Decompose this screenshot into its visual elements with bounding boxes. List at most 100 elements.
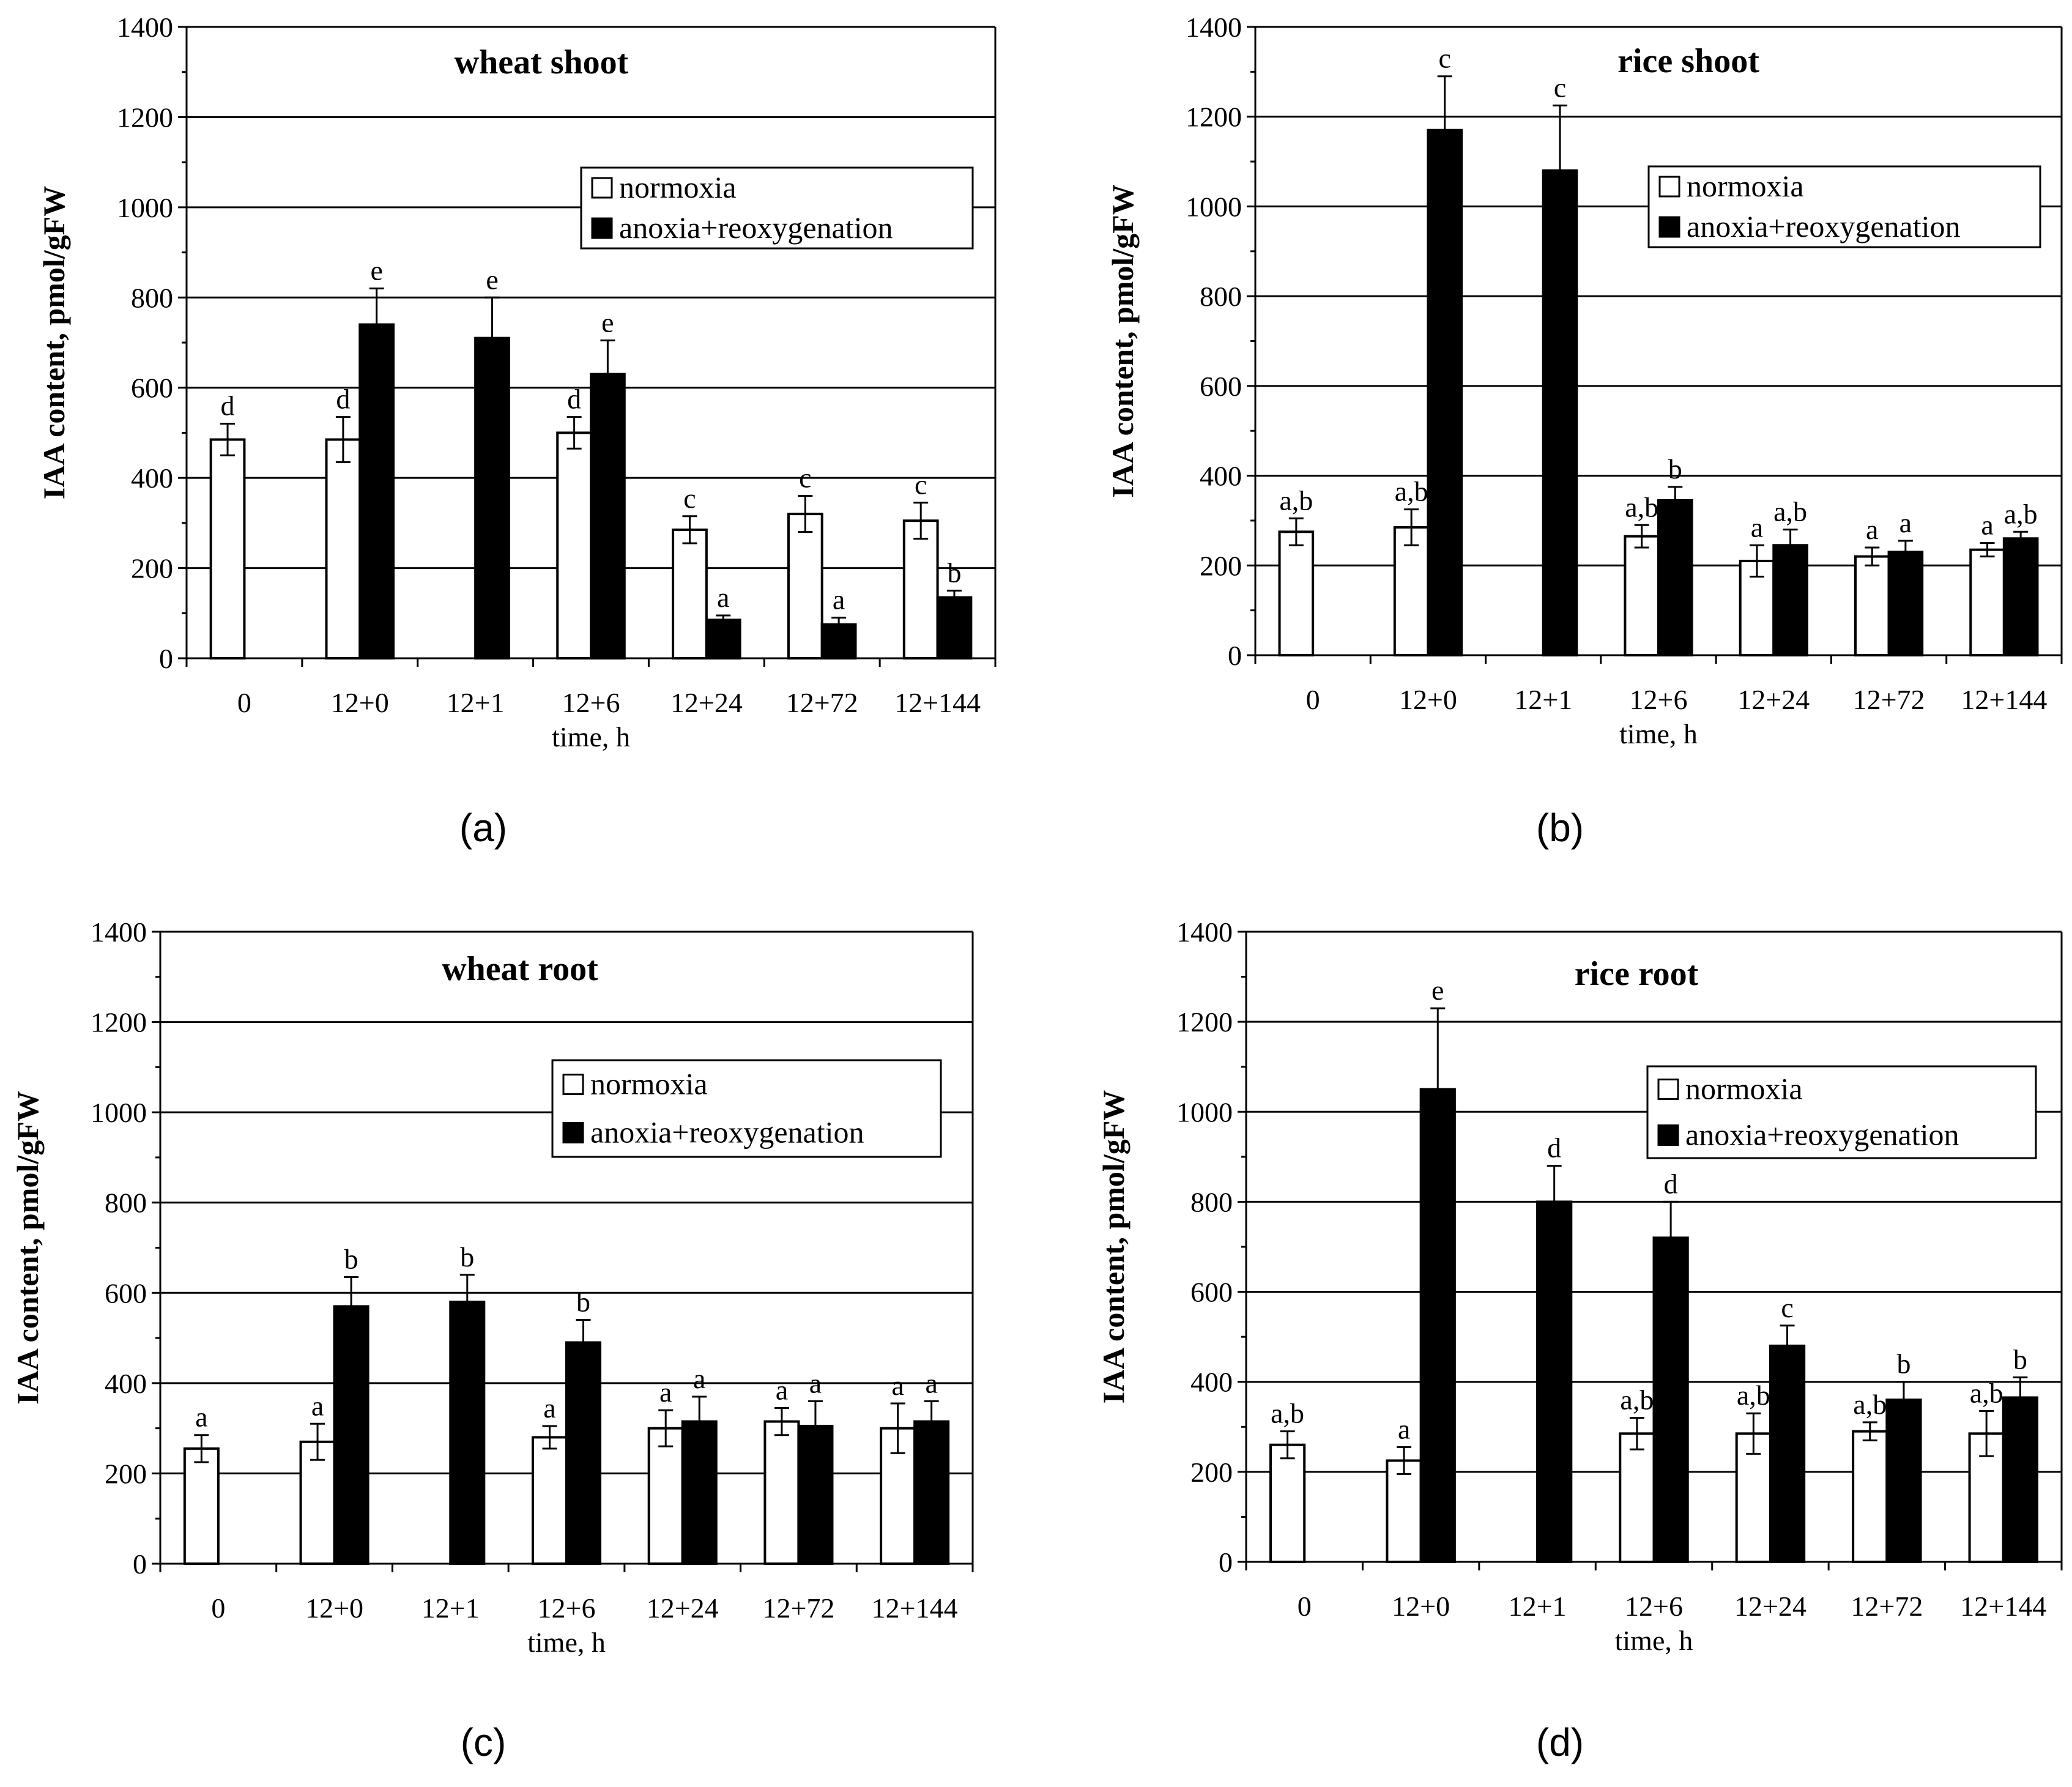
legend-swatch-normoxia [1657, 1079, 1679, 1100]
bar-normoxia [1624, 535, 1660, 656]
y-tick-label: 1400 [1176, 916, 1233, 948]
x-tick-label: 12+0 [305, 1592, 363, 1624]
bar-normoxia [902, 519, 939, 660]
x-tick-label: 0 [237, 687, 251, 718]
significance-letter: a [891, 1370, 904, 1401]
significance-letter: c [683, 483, 696, 514]
significance-letter: a [776, 1374, 788, 1405]
legend-label: anoxia+reoxygenation [1685, 1118, 1959, 1152]
bar-anoxia [1657, 499, 1693, 656]
legend-label: normoxia [1685, 1072, 1803, 1106]
x-tick-label: 12+1 [421, 1592, 480, 1624]
significance-letter: c [1554, 72, 1566, 103]
bar-anoxia [1887, 551, 1924, 656]
x-tick-label: 12+6 [562, 687, 620, 718]
bar-normoxia [1386, 1459, 1422, 1564]
y-tick-label: 0 [159, 643, 173, 674]
bar-normoxia [556, 431, 593, 660]
bar-normoxia [672, 528, 708, 660]
y-tick-label: 0 [133, 1548, 147, 1580]
significance-letter: b [576, 1287, 590, 1318]
significance-letter: d [221, 390, 235, 422]
bar-anoxia [358, 323, 395, 659]
y-tick-label: 1400 [117, 12, 173, 43]
significance-letter: a,b [1620, 1384, 1654, 1416]
significance-letter: a [659, 1376, 672, 1408]
significance-letter: a,b [1271, 1398, 1304, 1429]
bar-anoxia [936, 596, 973, 659]
bar-anoxia [1419, 1088, 1456, 1563]
significance-letter: c [1781, 1292, 1793, 1323]
bar-normoxia [325, 438, 362, 659]
bar-normoxia [1852, 1430, 1888, 1563]
x-tick-label: 0 [211, 1592, 225, 1624]
significance-letter: a [717, 582, 729, 613]
y-tick-label: 0 [1228, 640, 1242, 671]
legend: normoxia anoxia+reoxygenation [1647, 165, 2041, 248]
y-tick-label: 1400 [1186, 12, 1242, 43]
legend-swatch-anoxia [591, 217, 613, 239]
panel-label: (a) [459, 806, 507, 850]
x-tick-label: 0 [1306, 684, 1320, 715]
significance-letter: a [1398, 1413, 1410, 1444]
x-tick-label: 12+72 [786, 687, 858, 718]
legend-label: anoxia+reoxygenation [590, 1115, 864, 1150]
y-tick-label: 1400 [91, 916, 147, 948]
chart-title: wheat root [442, 950, 598, 988]
legend: normoxia anoxia+reoxygenation [580, 166, 974, 250]
significance-letter: c [915, 469, 927, 500]
x-tick-label: 12+24 [1734, 1591, 1807, 1622]
significance-letter: b [1896, 1348, 1910, 1380]
legend-swatch-anoxia [562, 1122, 584, 1143]
significance-letter: a [1899, 507, 1912, 538]
significance-letter: e [370, 255, 382, 286]
x-tick-label: 12+1 [1509, 1591, 1567, 1622]
y-tick-label: 600 [105, 1277, 147, 1309]
significance-letter: c [1439, 43, 1451, 74]
significance-letter: a,b [1279, 485, 1313, 516]
y-tick-label: 400 [131, 463, 173, 494]
significance-letter: e [1431, 975, 1444, 1006]
bar-anoxia [449, 1301, 486, 1566]
x-tick-label: 12+0 [331, 687, 389, 718]
x-tick-label: 12+0 [1392, 1591, 1450, 1622]
y-tick-label: 1000 [117, 192, 173, 223]
chart-panel-a: 0 200 400 600 800 1000 1200 1400 0 12+0 12+1 12+6 12… [37, 12, 997, 850]
bar-anoxia [2002, 537, 2039, 656]
chart-title: rice shoot [1617, 42, 1759, 80]
bar-normoxia [531, 1436, 568, 1565]
bar-normoxia [763, 1420, 800, 1565]
y-axis-label: IAA content, pmol/gFW [1096, 1090, 1131, 1404]
x-tick-label: 12+144 [1960, 1591, 2046, 1622]
significance-letter: a [1981, 510, 1993, 541]
legend-label: normoxia [1687, 169, 1804, 203]
significance-letter: a [693, 1363, 705, 1394]
bar-normoxia [1393, 526, 1430, 656]
significance-letter: b [947, 557, 961, 588]
y-tick-label: 1200 [1186, 102, 1242, 133]
legend: normoxia anoxia+reoxygenation [1646, 1065, 2037, 1159]
significance-letter: b [344, 1243, 358, 1274]
significance-letter: a,b [1853, 1389, 1887, 1420]
legend-box [551, 1059, 942, 1158]
significance-letter: c [799, 463, 811, 494]
significance-letter: e [486, 264, 498, 295]
bar-normoxia [1854, 555, 1890, 656]
x-axis-label: time, h [1619, 718, 1698, 749]
chart-panel-c: 0 200 400 600 800 1000 1200 1400 0 12+0 12+1 12+6 12… [10, 916, 974, 1764]
y-axis-label: IAA content, pmol/gFW [10, 1091, 45, 1405]
y-tick-label: 200 [1200, 550, 1242, 581]
x-tick-label: 12+144 [894, 687, 981, 718]
significance-letter: e [601, 307, 614, 338]
chart-title: wheat shoot [455, 43, 629, 81]
significance-letter: b [2013, 1343, 2027, 1375]
bar-anoxia [590, 373, 626, 659]
legend-label: anoxia+reoxygenation [1687, 209, 1961, 243]
panel-label: (b) [1536, 806, 1584, 850]
bar-anoxia [2002, 1396, 2039, 1564]
x-tick-label: 12+24 [647, 1592, 719, 1624]
bar-anoxia [705, 619, 741, 659]
bar-anoxia [1542, 169, 1578, 656]
significance-letter: a [1866, 514, 1878, 545]
